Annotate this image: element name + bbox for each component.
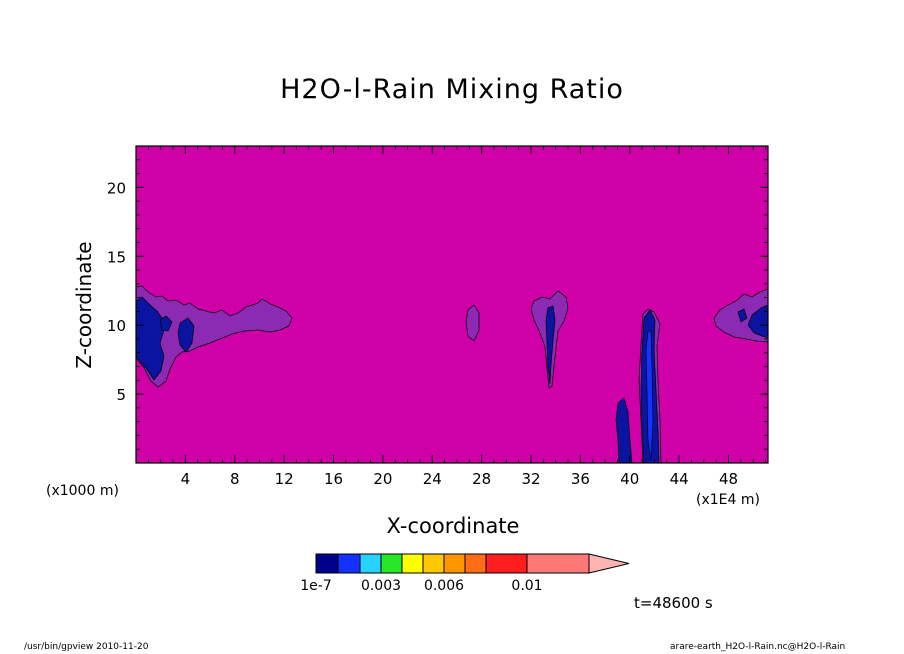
y-tick-label: 15: [107, 248, 126, 266]
time-label: t=48600 s: [634, 594, 713, 612]
x-tick-label: 8: [230, 470, 240, 488]
colorbar-segment: [337, 553, 361, 574]
footer-right-label: arare-earth_H2O-l-Rain.nc@H2O-l-Rain: [670, 642, 846, 652]
contour-region-small-patch: [465, 304, 480, 342]
contour-region-right-speck: [737, 308, 748, 323]
contour-region-column-inner: [545, 305, 556, 385]
contour-region-shaft-core: [645, 329, 654, 461]
x-tick-label: 40: [620, 470, 639, 488]
x-axis-label: X-coordinate: [386, 514, 520, 538]
colorbar-triangle: [588, 553, 630, 574]
y-tick-label: 5: [116, 386, 126, 404]
contour-region-right-inner: [747, 304, 768, 339]
x-unit-left-label: (x1000 m): [46, 483, 119, 499]
plot-frame: [135, 145, 769, 464]
colorbar-segment: [443, 553, 466, 574]
colorbar-segment: [401, 553, 424, 574]
x-tick-label: 28: [472, 470, 491, 488]
plot-background: [136, 146, 768, 463]
colorbar-segment: [485, 553, 528, 574]
x-tick-label: 16: [324, 470, 343, 488]
x-tick-label: 36: [571, 470, 590, 488]
x-tick-label: 48: [719, 470, 738, 488]
contour-region-left-speck: [159, 315, 173, 332]
footer-left-label: /usr/bin/gpview 2010-11-20: [24, 642, 149, 652]
colorbar-label: 0.003: [361, 578, 401, 594]
x-tick-label: 12: [275, 470, 294, 488]
x-tick-label: 44: [670, 470, 689, 488]
contour-region-left-outer: [136, 285, 293, 388]
x-unit-right-label: (x1E4 m): [696, 492, 760, 508]
contour-regions: [136, 285, 768, 463]
y-tick-label: 10: [107, 317, 126, 335]
colorbar-segment: [380, 553, 403, 574]
colorbar-segment: [464, 553, 487, 574]
colorbar-label: 1e-7: [300, 578, 331, 594]
colorbar-segment: [359, 553, 382, 574]
colorbar-label: 0.01: [511, 578, 542, 594]
y-tick-label: 20: [107, 179, 126, 197]
contour-region-shaft-secondary: [615, 397, 633, 463]
x-tick-label: 20: [373, 470, 392, 488]
contour-region-left-inner: [136, 296, 165, 381]
contour-region-left-lobe: [177, 317, 195, 353]
x-tick-label: 4: [181, 470, 191, 488]
x-tick-label: 24: [423, 470, 442, 488]
chart-title: H2O-l-Rain Mixing Ratio: [280, 74, 624, 105]
colorbar-segment: [422, 553, 445, 574]
colorbar: 1e-7 0.003 0.006 0.01: [300, 553, 630, 594]
colorbar-segment: [526, 553, 590, 574]
colorbar-label: 0.006: [424, 578, 464, 594]
colorbar-segment: [315, 553, 339, 574]
x-tick-label: 32: [521, 470, 540, 488]
